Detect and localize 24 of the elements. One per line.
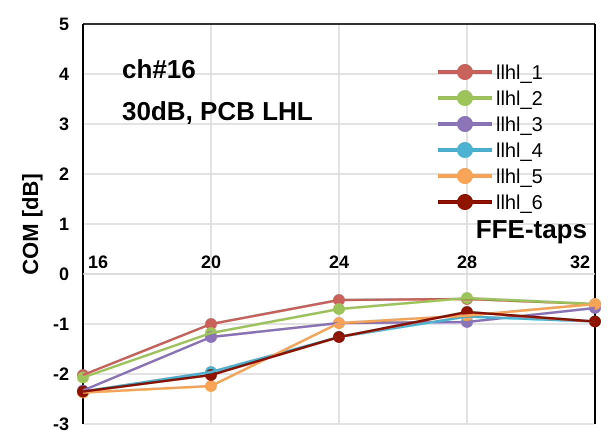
legend-label: llhl_5: [496, 166, 543, 188]
legend-label: llhl_3: [496, 114, 543, 136]
y-tick-label: -1: [52, 314, 69, 334]
legend-label: llhl_1: [496, 62, 543, 84]
x-tick-label: 24: [328, 252, 350, 272]
y-tick-label: -2: [52, 364, 69, 384]
legend-label: llhl_4: [496, 140, 543, 162]
y-tick-label: 3: [58, 114, 69, 134]
legend-label: llhl_2: [496, 88, 543, 110]
y-tick-label: 2: [58, 164, 69, 184]
x-tick-label: 16: [88, 252, 108, 272]
y-tick-label: 4: [58, 64, 69, 84]
y-tick-label: 1: [58, 214, 69, 234]
annotation: 30dB, PCB LHL: [122, 96, 313, 126]
x-tick-label: 32: [570, 252, 590, 272]
x-axis-title: FFE-taps: [476, 214, 587, 244]
y-tick-label: -3: [52, 414, 69, 434]
y-tick-label: 0: [58, 264, 69, 284]
x-tick-label: 20: [200, 252, 222, 272]
legend-label: llhl_6: [496, 192, 543, 214]
y-axis-title: COM [dB]: [18, 173, 43, 275]
y-tick-label: 5: [58, 14, 69, 34]
annotation: ch#16: [122, 54, 196, 84]
x-tick-label: 28: [456, 252, 478, 272]
